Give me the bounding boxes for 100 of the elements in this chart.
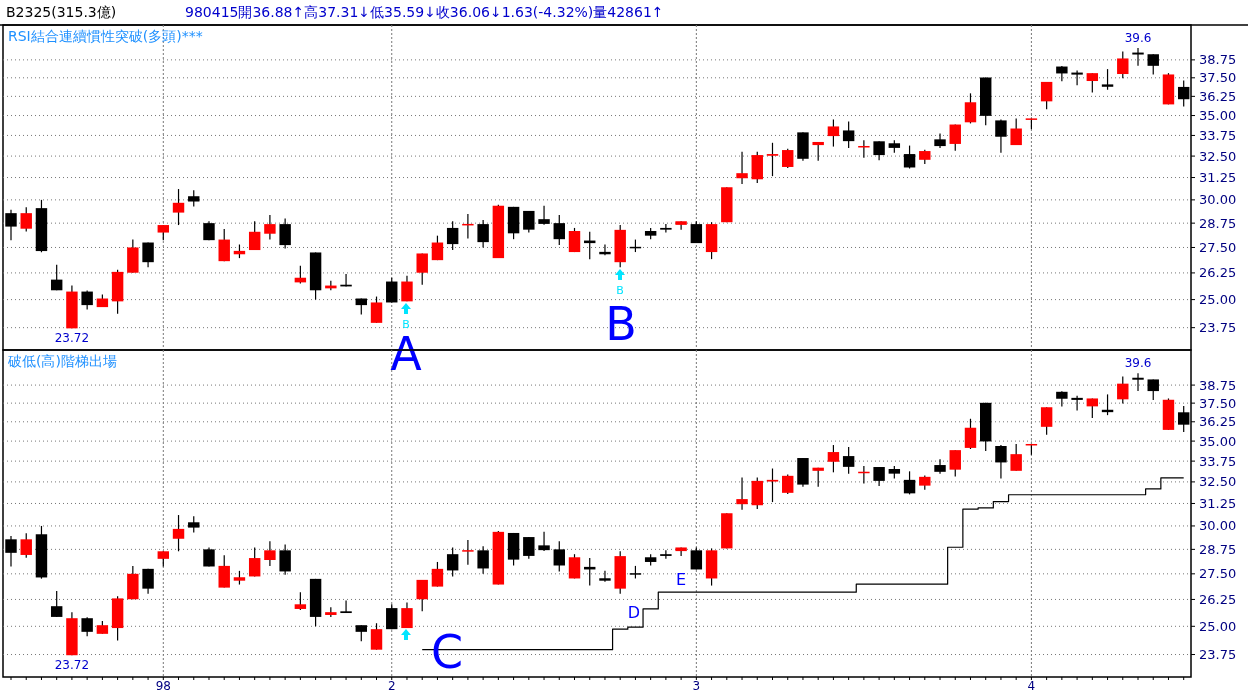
- y-tick-label: 31.25: [1199, 496, 1237, 512]
- candlestick: [827, 118, 840, 148]
- y-tick-label: 35.00: [1199, 108, 1237, 124]
- candlestick: [218, 554, 230, 589]
- y-tick-label: 28.75: [1199, 541, 1237, 557]
- candlestick: [523, 536, 535, 560]
- candlestick: [949, 449, 961, 478]
- candlestick: [279, 544, 291, 576]
- candlestick: [401, 275, 413, 302]
- x-tick-label: 98: [155, 679, 171, 692]
- x-tick-label: 2: [387, 679, 396, 692]
- candlestick: [842, 120, 855, 149]
- y-tick-label: 30.00: [1199, 518, 1237, 534]
- candlestick: [1117, 50, 1129, 79]
- y-tick-label: 26.25: [1199, 265, 1237, 281]
- candlestick: [416, 579, 428, 612]
- candlestick: [660, 223, 672, 234]
- annotation: 39.6: [1124, 30, 1152, 45]
- candlestick: [1056, 65, 1068, 82]
- y-tick-label: 38.75: [1199, 52, 1237, 68]
- candlestick: [599, 570, 611, 583]
- chart-subtitle: 980415開36.88↑高37.31↓低35.59↓收36.06↓1.63(-4.32%)量42861↑: [185, 4, 664, 20]
- candlestick: [142, 241, 154, 268]
- candlestick: [1040, 406, 1053, 436]
- candlestick: [81, 289, 93, 311]
- candlestick: [431, 561, 444, 588]
- candlestick: [1101, 68, 1114, 91]
- candlestick: [736, 151, 748, 185]
- candlestick: [1086, 397, 1099, 419]
- candlestick: [172, 188, 185, 226]
- candlestick: [142, 568, 154, 595]
- candlestick: [1010, 117, 1022, 146]
- candlestick: [873, 466, 885, 487]
- candlestick: [1147, 53, 1159, 76]
- annotation: 23.72: [54, 331, 90, 346]
- candlestick: [736, 476, 748, 511]
- candlestick: [401, 601, 413, 629]
- candlestick: [1010, 443, 1022, 472]
- candlestick: [903, 144, 916, 170]
- candlestick: [1056, 390, 1068, 408]
- candlestick: [934, 132, 946, 149]
- candlestick: [1040, 81, 1053, 110]
- candlestick: [949, 123, 961, 152]
- candlestick: [50, 590, 63, 618]
- candlestick: [446, 546, 459, 578]
- candlestick: [218, 228, 230, 262]
- y-tick-label: 25.00: [1199, 292, 1237, 308]
- candlestick: [675, 220, 687, 231]
- candlestick: [264, 540, 276, 567]
- candlestick: [1117, 376, 1129, 405]
- candlestick: [842, 446, 855, 475]
- y-tick-label: 33.75: [1199, 127, 1237, 143]
- candlestick: [538, 531, 550, 552]
- annotation: 破低(高)階梯出場: [7, 353, 117, 369]
- candlestick: [995, 444, 1007, 480]
- x-tick-label: 4: [1027, 679, 1036, 692]
- y-tick-label: 32.50: [1199, 474, 1237, 490]
- y-tick-label: 27.50: [1199, 240, 1237, 256]
- y-tick-label: 33.75: [1199, 453, 1237, 469]
- candlestick: [934, 458, 946, 475]
- candlestick: [477, 545, 489, 575]
- y-tick-label: 28.75: [1199, 215, 1237, 231]
- candlestick: [370, 622, 383, 651]
- candlestick: [279, 217, 291, 250]
- x-tick-label: 3: [692, 679, 701, 692]
- candlestick: [660, 549, 672, 560]
- candlestick: [553, 214, 565, 246]
- y-tick-label: 31.25: [1199, 170, 1237, 186]
- candlestick: [568, 227, 581, 253]
- candlestick: [340, 599, 352, 614]
- y-tick-label: 26.25: [1199, 591, 1237, 607]
- annotation: 23.72: [54, 658, 90, 673]
- y-tick-label: 32.50: [1199, 148, 1237, 164]
- y-tick-label: 38.75: [1199, 377, 1237, 393]
- candlestick: [1147, 378, 1159, 401]
- candlestick: [248, 220, 261, 251]
- annotation: 39.6: [1124, 356, 1152, 371]
- annotation: B: [605, 297, 637, 351]
- y-tick-label: 30.00: [1199, 192, 1237, 208]
- candlestick: [416, 252, 428, 286]
- candlestick: [172, 514, 185, 552]
- candlestick: [766, 467, 779, 503]
- candlestick: [675, 546, 687, 557]
- y-tick-label: 37.50: [1199, 395, 1237, 411]
- candlestick: [903, 470, 916, 495]
- candlestick: [553, 540, 565, 573]
- annotation: E: [675, 570, 687, 589]
- candlestick: [20, 206, 32, 232]
- candlestick: [1071, 395, 1083, 412]
- candlestick: [782, 148, 794, 169]
- candlestick: [446, 220, 459, 251]
- chart-title: B2325(315.3億): [6, 4, 117, 20]
- candlestick: [1071, 69, 1083, 86]
- candlestick: [50, 264, 63, 291]
- y-tick-label: 23.75: [1199, 647, 1237, 663]
- candlestick: [5, 209, 17, 241]
- candlestick: [1086, 72, 1099, 94]
- annotation: RSI結合連續慣性突破(多頭)***: [8, 28, 203, 44]
- candlestick: [370, 295, 383, 324]
- y-tick-label: 23.75: [1199, 320, 1237, 336]
